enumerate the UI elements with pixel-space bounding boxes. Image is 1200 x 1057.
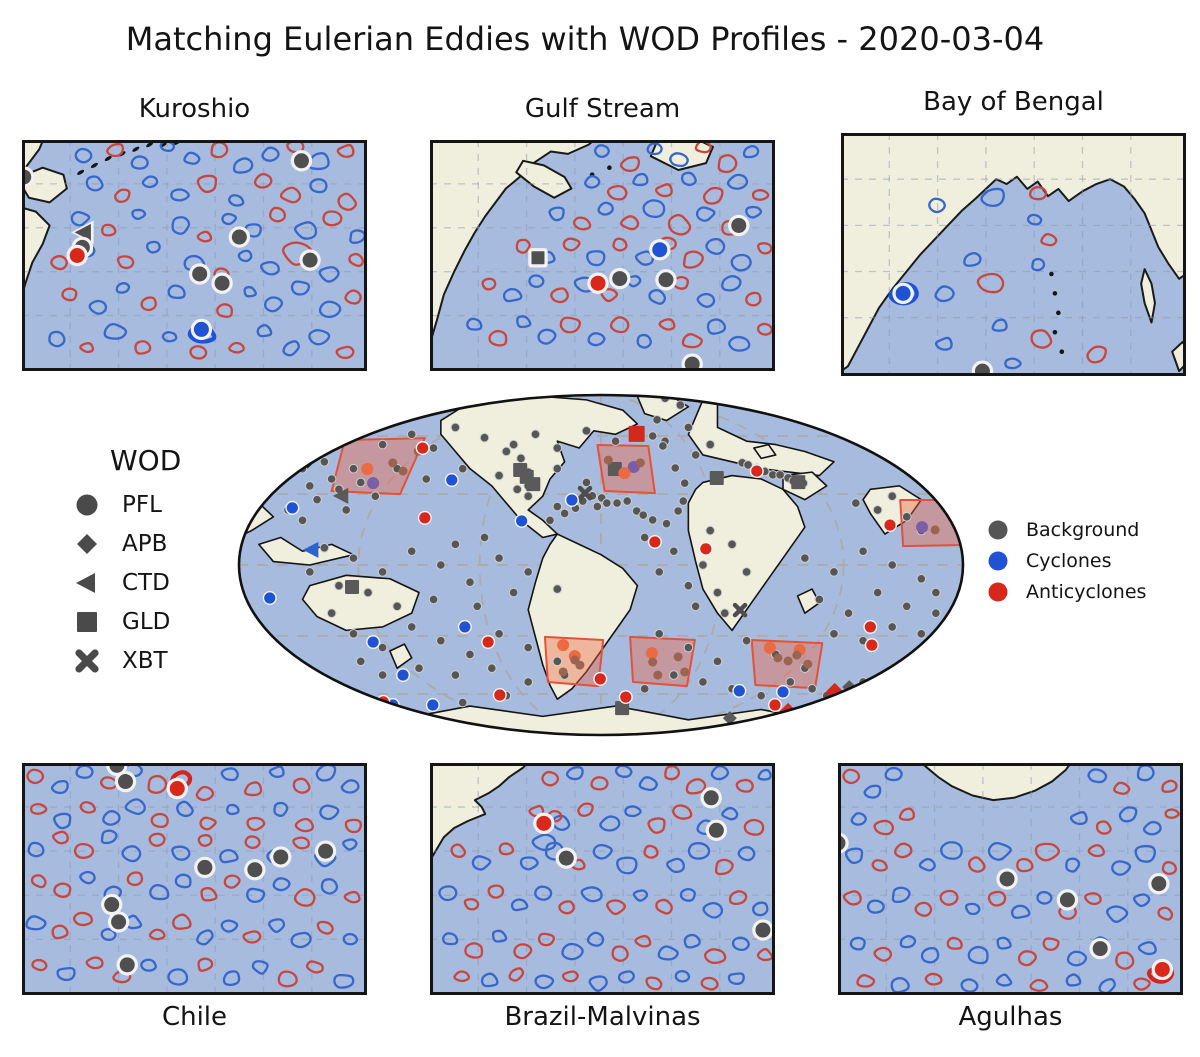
legend-label-anticyclones: Anticyclones (1026, 580, 1147, 603)
legend-item-xbt: XBT (72, 641, 181, 680)
kuroshio-panel-title: Kuroshio (138, 94, 251, 124)
bay-of-bengal-panel (841, 133, 1186, 376)
background-dot-icon (988, 520, 1008, 539)
chile-map (22, 763, 367, 995)
legend-label-apb: APB (122, 530, 168, 557)
legend-item-pfl: PFL (72, 485, 181, 524)
agulhas-panel-title: Agulhas (958, 1002, 1063, 1032)
gulf-stream-map (430, 140, 775, 371)
legend-label-ctd: CTD (122, 569, 170, 596)
pfl-circle-icon (76, 494, 98, 515)
legend-item-cyclones: Cyclones (986, 545, 1146, 576)
kuroshio-map (22, 140, 367, 371)
apb-diamond-icon (77, 533, 97, 554)
legend-label-pfl: PFL (122, 491, 162, 518)
legend-item-ctd: CTD (72, 563, 181, 602)
wod-legend-title: WOD (110, 444, 182, 477)
brazil-malvinas-panel (430, 763, 775, 995)
legend-item-anticyclones: Anticyclones (986, 576, 1146, 607)
legend-label-xbt: XBT (122, 647, 168, 674)
agulhas-map (838, 763, 1183, 995)
gulf-stream-panel (430, 140, 775, 371)
chile-panel-title: Chile (161, 1002, 228, 1032)
xbt-cross-icon (75, 648, 99, 673)
figure-title: Matching Eulerian Eddies with WOD Profil… (125, 20, 1045, 58)
legend-label-background: Background (1026, 518, 1140, 541)
gld-square-icon (77, 611, 97, 632)
class-legend: Background Cyclones Anticyclones (986, 514, 1146, 607)
legend-label-gld: GLD (122, 608, 171, 635)
legend-item-background: Background (986, 514, 1146, 545)
legend-item-gld: GLD (72, 602, 181, 641)
agulhas-panel (838, 763, 1183, 995)
legend-item-apb: APB (72, 524, 181, 563)
global-map (237, 393, 965, 737)
wod-legend: WOD PFL APB CTD GLD XBT (72, 444, 181, 680)
bay-of-bengal-map (841, 133, 1186, 376)
cyclone-dot-icon (988, 551, 1008, 570)
kuroshio-panel (22, 140, 367, 371)
brazil-malvinas-map (430, 763, 775, 995)
bay-of-bengal-panel-title: Bay of Bengal (923, 87, 1104, 117)
ctd-triangle-icon (76, 572, 95, 593)
legend-label-cyclones: Cyclones (1026, 549, 1112, 572)
chile-panel (22, 763, 367, 995)
gulf-stream-panel-title: Gulf Stream (524, 94, 681, 124)
brazil-malvinas-panel-title: Brazil-Malvinas (504, 1002, 701, 1032)
anticyclone-dot-icon (988, 582, 1008, 601)
